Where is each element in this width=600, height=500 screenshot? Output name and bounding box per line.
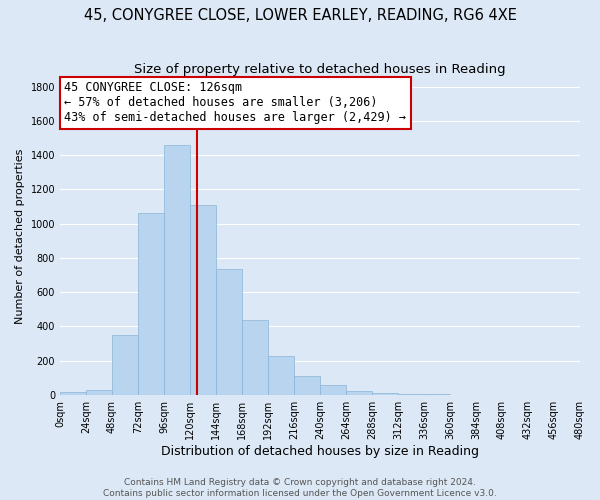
Bar: [346, 392, 372, 395]
Bar: [268, 356, 294, 395]
Bar: [372, 393, 398, 395]
Bar: [164, 145, 190, 395]
Bar: [398, 394, 424, 395]
X-axis label: Distribution of detached houses by size in Reading: Distribution of detached houses by size …: [161, 444, 479, 458]
Bar: [86, 390, 112, 395]
Text: 45, CONYGREE CLOSE, LOWER EARLEY, READING, RG6 4XE: 45, CONYGREE CLOSE, LOWER EARLEY, READIN…: [83, 8, 517, 22]
Bar: [216, 269, 242, 395]
Bar: [138, 214, 164, 395]
Bar: [294, 376, 320, 395]
Bar: [112, 335, 138, 395]
Text: 45 CONYGREE CLOSE: 126sqm
← 57% of detached houses are smaller (3,206)
43% of se: 45 CONYGREE CLOSE: 126sqm ← 57% of detac…: [64, 82, 406, 124]
Text: Contains HM Land Registry data © Crown copyright and database right 2024.
Contai: Contains HM Land Registry data © Crown c…: [103, 478, 497, 498]
Bar: [60, 392, 86, 395]
Bar: [320, 386, 346, 395]
Y-axis label: Number of detached properties: Number of detached properties: [15, 149, 25, 324]
Bar: [242, 320, 268, 395]
Title: Size of property relative to detached houses in Reading: Size of property relative to detached ho…: [134, 62, 506, 76]
Bar: [190, 205, 216, 395]
